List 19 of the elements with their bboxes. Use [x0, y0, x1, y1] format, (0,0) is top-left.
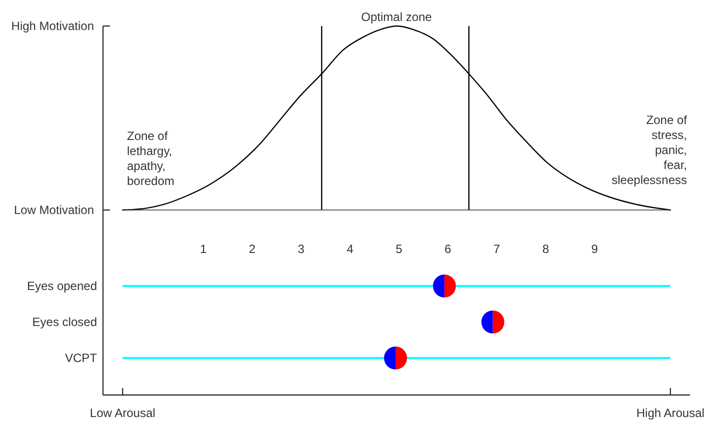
y-tick-label: Eyes opened: [26, 279, 97, 294]
x-tick-label: 2: [248, 242, 256, 256]
x-tick-label: 7: [493, 242, 500, 256]
y-tick-label: VCPT: [64, 351, 98, 366]
annotation: Zone of lethargy, apathy, boredom: [127, 129, 174, 188]
text: High Arousal: [636, 406, 704, 420]
x-tick-label: 8: [542, 242, 550, 256]
text: Optimal zone: [361, 10, 432, 24]
annotation: Zone of stress, panic, fear, sleeplessness: [612, 113, 688, 188]
text: Low Motivation: [14, 203, 94, 218]
x-tick-label: 3: [298, 242, 305, 256]
x-tick-label: 5: [396, 242, 403, 256]
x-tick-label: 6: [444, 242, 452, 256]
x-tick-label: 9: [591, 242, 598, 256]
text: Low Arousal: [90, 406, 156, 420]
x-tick-label: 4: [346, 242, 354, 256]
y-tick-label: Eyes closed: [32, 315, 97, 330]
x-tick-label: 1: [200, 242, 207, 256]
text: High Motivation: [11, 19, 94, 34]
